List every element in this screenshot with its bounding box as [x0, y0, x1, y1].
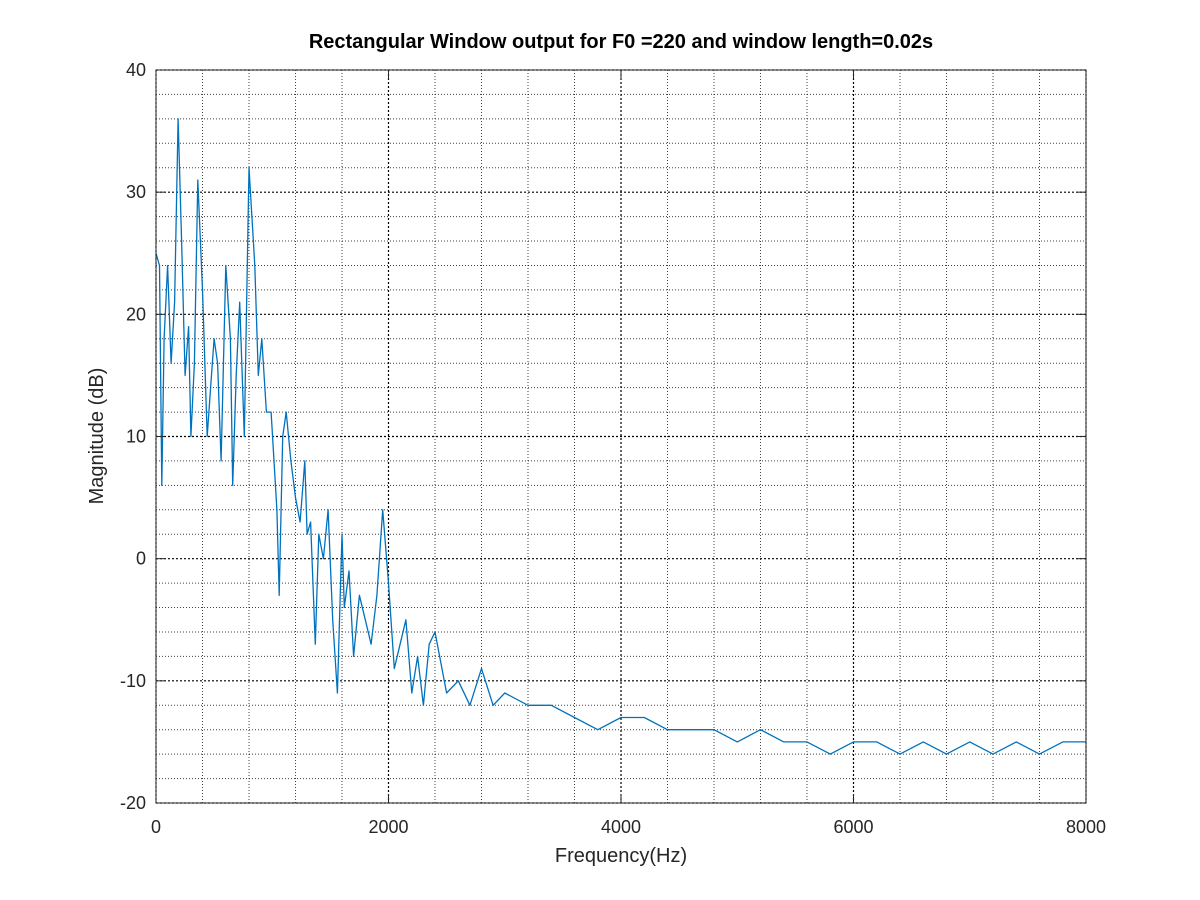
- y-tick-label: 30: [126, 182, 146, 202]
- y-axis-label: Magnitude (dB): [86, 368, 108, 505]
- x-tick-label: 4000: [601, 817, 641, 837]
- x-tick-label: 6000: [833, 817, 873, 837]
- x-tick-label: 2000: [368, 817, 408, 837]
- y-tick-label: -10: [120, 671, 146, 691]
- y-tick-label: 40: [126, 60, 146, 80]
- y-tick-label: 0: [136, 549, 146, 569]
- series-layer: [155, 118, 1086, 755]
- x-tick-label: 8000: [1066, 817, 1106, 837]
- series-line: [155, 118, 1086, 755]
- chart-title: Rectangular Window output for F0 =220 an…: [309, 31, 933, 53]
- x-axis-label: Frequency(Hz): [555, 845, 687, 867]
- y-tick-label: 20: [126, 304, 146, 324]
- tick-marks: [155, 69, 1087, 804]
- x-tick-labels: 0 2000 4000 6000 8000: [151, 817, 1106, 837]
- y-tick-label: 10: [126, 427, 146, 447]
- y-tick-labels: -20 -10 0 10 20 30 40: [120, 60, 146, 813]
- y-tick-label: -20: [120, 793, 146, 813]
- x-tick-label: 0: [151, 817, 161, 837]
